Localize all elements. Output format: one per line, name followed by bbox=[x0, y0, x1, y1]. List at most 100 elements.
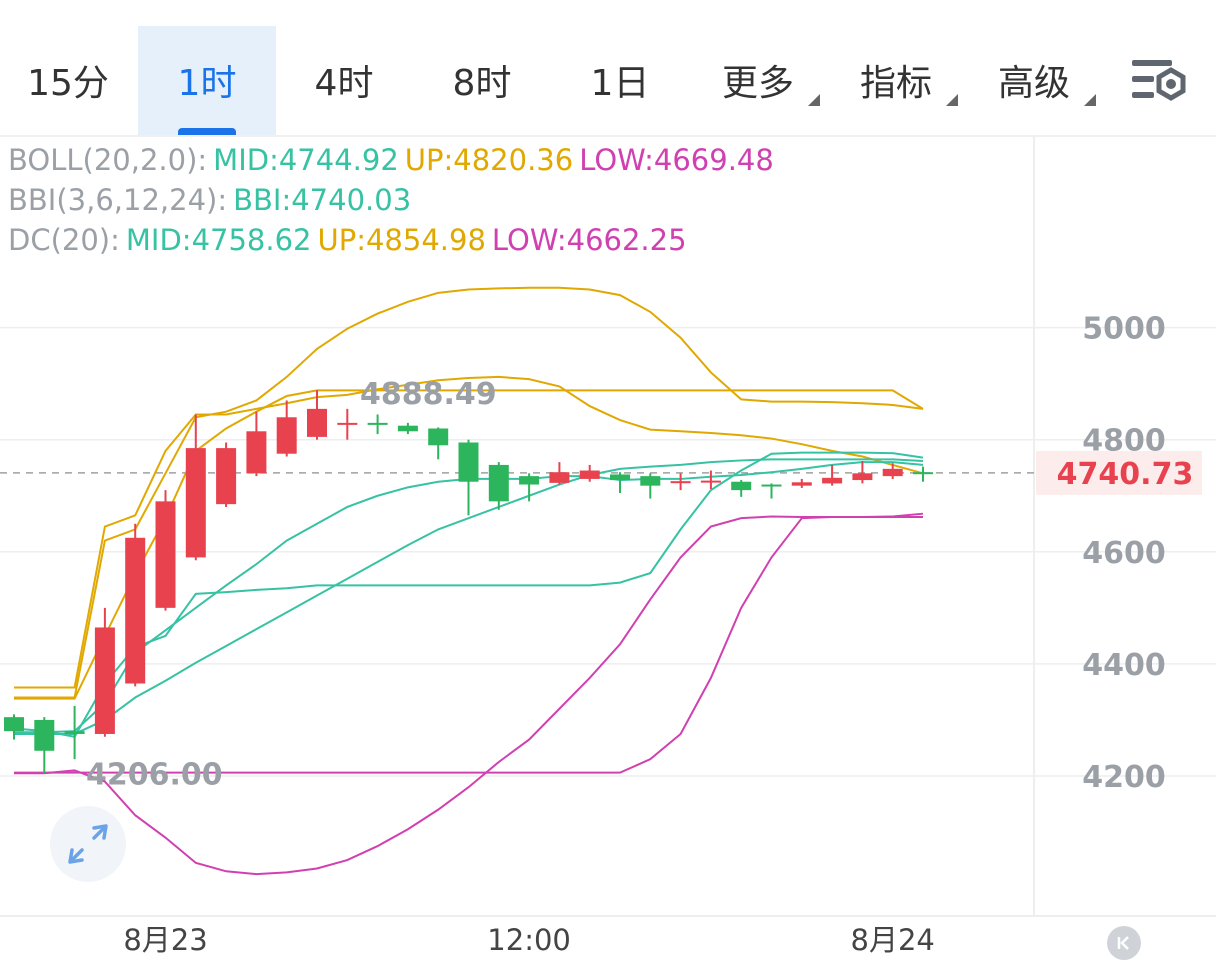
candle-body bbox=[94, 627, 115, 734]
candle bbox=[791, 478, 812, 488]
tab-8h[interactable]: 8时 bbox=[414, 26, 550, 136]
boll-mid-value: MID:4744.92 bbox=[213, 143, 399, 177]
tab-label: 指标 bbox=[859, 63, 932, 104]
active-tab-indicator bbox=[178, 128, 236, 136]
candle-body bbox=[307, 408, 327, 437]
high-price-label: 4888.49 bbox=[360, 377, 497, 412]
candle bbox=[761, 483, 782, 499]
series-line-bbi bbox=[13, 451, 924, 738]
x-axis-label: 12:00 bbox=[487, 923, 571, 957]
candle-body bbox=[64, 731, 85, 734]
tab-label: 高级 bbox=[997, 63, 1070, 104]
candle bbox=[882, 463, 903, 479]
candle bbox=[488, 462, 509, 510]
candle-body bbox=[549, 472, 570, 483]
candle-body bbox=[246, 431, 267, 474]
candle-body bbox=[276, 417, 297, 454]
candle bbox=[700, 470, 721, 490]
tab-label: 8时 bbox=[452, 63, 512, 104]
candle-body bbox=[337, 422, 358, 425]
candle-body bbox=[155, 501, 176, 608]
candle-body bbox=[913, 472, 933, 475]
candle bbox=[155, 490, 176, 611]
candle-body bbox=[882, 468, 903, 477]
tab-advanced[interactable]: 高级 bbox=[966, 26, 1102, 136]
candle bbox=[822, 464, 843, 486]
candle-body bbox=[700, 480, 721, 483]
candle-body bbox=[731, 481, 752, 491]
candle bbox=[397, 422, 418, 435]
low-price-label: 4206.00 bbox=[86, 758, 223, 793]
dropdown-caret-icon bbox=[946, 94, 958, 106]
chart-settings-button[interactable] bbox=[1128, 54, 1190, 108]
tab-more[interactable]: 更多 bbox=[690, 26, 826, 136]
expand-icon bbox=[68, 824, 108, 864]
tab-label: 15分 bbox=[27, 63, 109, 104]
indicator-legend: BOLL(20,2.0): MID:4744.92 UP:4820.36 LOW:46… bbox=[8, 140, 780, 260]
candle-body bbox=[397, 425, 418, 432]
candle bbox=[216, 442, 237, 507]
candle-body bbox=[822, 477, 843, 484]
candle-body bbox=[125, 537, 146, 684]
y-tick-label: 4400 bbox=[1082, 648, 1166, 683]
candle bbox=[307, 390, 327, 440]
timeframe-tabs: 15分 1时 4时 8时 1日 更多 指标 高级 bbox=[0, 0, 1216, 136]
boll-legend: BOLL(20,2.0): MID:4744.92 UP:4820.36 LOW:46… bbox=[8, 140, 780, 180]
price-line-layer: 4740.73 bbox=[0, 450, 1202, 495]
candle bbox=[670, 473, 691, 491]
bbi-legend: BBI(3,6,12,24): BBI:4740.03 bbox=[8, 180, 780, 220]
candle bbox=[185, 414, 206, 561]
candle bbox=[549, 462, 570, 485]
tab-15min[interactable]: 15分 bbox=[0, 26, 136, 136]
candle bbox=[34, 717, 55, 774]
series-line-boll_up2 bbox=[14, 286, 924, 699]
chart-settings-icon bbox=[1132, 60, 1186, 101]
tab-label: 1日 bbox=[590, 63, 650, 104]
series-line-dc_up bbox=[14, 389, 924, 700]
tab-indicators[interactable]: 指标 bbox=[828, 26, 964, 136]
candle-body bbox=[791, 482, 812, 486]
candle bbox=[731, 480, 752, 497]
candle bbox=[64, 705, 85, 760]
tab-label: 4时 bbox=[314, 63, 374, 104]
candle bbox=[367, 414, 388, 435]
candle bbox=[458, 439, 479, 516]
candle bbox=[610, 472, 630, 493]
tab-4h[interactable]: 4时 bbox=[276, 26, 412, 136]
tab-1d[interactable]: 1日 bbox=[552, 26, 688, 136]
candle-body bbox=[34, 719, 55, 751]
y-tick-label: 4600 bbox=[1082, 536, 1166, 571]
fullscreen-button[interactable] bbox=[50, 806, 126, 882]
bbi-name: BBI(3,6,12,24): bbox=[8, 183, 228, 217]
scroll-to-latest-button[interactable] bbox=[1107, 926, 1141, 960]
tab-1h[interactable]: 1时 bbox=[138, 26, 276, 136]
candle bbox=[640, 473, 661, 499]
current-price-tag-bg bbox=[1036, 450, 1202, 495]
candle-body bbox=[428, 428, 449, 446]
y-axis-ticks: 4200 4400 4600 4800 5000 bbox=[1082, 312, 1166, 795]
x-axis-label: 8月23 bbox=[123, 923, 207, 957]
candle bbox=[913, 466, 933, 482]
candle-body bbox=[761, 484, 782, 487]
boll-up-value: UP:4820.36 bbox=[404, 143, 574, 177]
skip-end-icon bbox=[1117, 936, 1129, 950]
candle bbox=[519, 473, 540, 502]
dc-name: DC(20): bbox=[8, 223, 120, 257]
candle bbox=[579, 464, 600, 482]
candle bbox=[125, 523, 146, 687]
boll-low-value: LOW:4669.48 bbox=[579, 143, 774, 177]
candle-body bbox=[367, 422, 388, 425]
y-tick-label: 5000 bbox=[1082, 312, 1166, 347]
boll-name: BOLL(20,2.0): bbox=[8, 143, 208, 177]
dc-low-value: LOW:4662.25 bbox=[491, 223, 687, 257]
candle-body bbox=[519, 476, 540, 485]
dc-up-value: UP:4854.98 bbox=[317, 223, 486, 257]
candle-body bbox=[4, 717, 24, 732]
series-line-dc_low bbox=[14, 516, 923, 774]
series-line-boll_low bbox=[14, 512, 924, 876]
candle bbox=[246, 411, 267, 477]
candle bbox=[852, 460, 873, 484]
candle-body bbox=[670, 481, 691, 484]
candle bbox=[428, 427, 449, 460]
